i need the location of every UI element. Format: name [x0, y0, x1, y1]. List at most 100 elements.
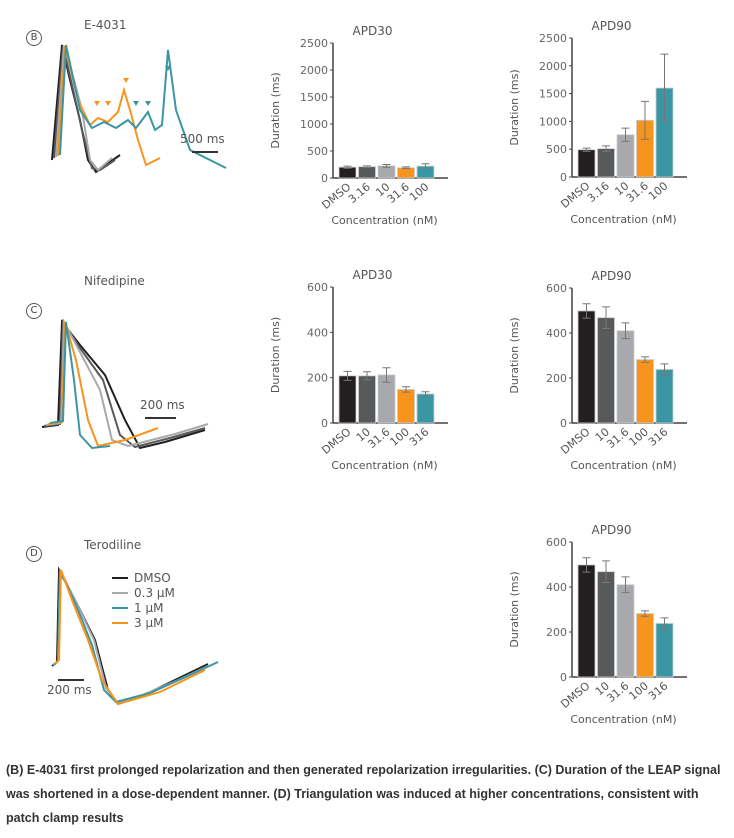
c-apd30-ytick-label: 600	[307, 281, 328, 294]
c-apd30-bar-316	[416, 393, 435, 424]
b-apd90-ytick-label: 1000	[539, 115, 567, 128]
trace-title-nifedipine: Nifedipine	[84, 274, 145, 288]
scale-bar-label-b: 500 ms	[180, 132, 225, 146]
b-apd30-bar-3.16	[358, 166, 376, 179]
trace-title-e4031: E-4031	[84, 18, 127, 32]
b-apd30-errorbar-31.6	[402, 166, 410, 170]
d-apd90-errorbar-100	[641, 610, 649, 617]
c-apd30-ytick-label: 200	[307, 372, 328, 385]
d-apd90-errorbar-316	[660, 617, 669, 630]
b-apd30-xlabel: Concentration (nM)	[331, 214, 437, 227]
d-apd90-ytick-label: 0	[560, 671, 567, 684]
b-apd90-xtick-label: 100	[646, 179, 670, 202]
c-apd90-errorbar-100	[641, 356, 649, 363]
c-apd90-bar-316	[655, 369, 674, 424]
b-apd30-errorbar-3.16	[363, 165, 371, 168]
c-apd90-errorbar-DMSO	[582, 303, 591, 319]
c-apd30-ytick-label: 0	[321, 417, 328, 430]
b-apd90-ytick-label: 0	[560, 171, 567, 184]
d-apd90-ytick-label: 400	[546, 581, 567, 594]
c-apd90-ytick-label: 0	[560, 417, 567, 430]
c-apd30-ylabel: Duration (ms)	[269, 317, 282, 393]
b-apd90-ytick-label: 2500	[539, 32, 567, 45]
b-apd30-errorbar-DMSO	[343, 165, 352, 169]
d-apd90-ytick-label: 200	[546, 626, 567, 639]
b-apd30-ytick-label: 2000	[300, 64, 328, 77]
b-apd90-title: APD90	[592, 19, 632, 33]
c-apd30-errorbar-316	[421, 391, 430, 397]
b-apd90-ytick-label: 500	[546, 143, 567, 156]
b-apd30-ytick-label: 0	[321, 172, 328, 185]
d-apd90-xlabel: Concentration (nM)	[570, 713, 676, 726]
b-apd90-ytick-label: 1500	[539, 88, 567, 101]
b-apd90-bar-DMSO	[577, 149, 596, 178]
d-apd90-ylabel: Duration (ms)	[508, 571, 521, 647]
b-apd30-ytick-label: 1000	[300, 118, 328, 131]
trace-title-terodiline: Terodiline	[84, 538, 142, 552]
c-apd90-bar-10	[597, 317, 615, 424]
c-apd30-errorbar-DMSO	[343, 370, 352, 381]
c-apd90-ytick-label: 400	[546, 327, 567, 340]
c-apd90-ytick-label: 200	[546, 372, 567, 385]
b-apd30-errorbar-10	[382, 164, 391, 168]
c-apd90-xtick-label: 316	[646, 425, 670, 448]
d-apd90-bar-316	[655, 623, 674, 678]
c-apd30-errorbar-100	[402, 386, 410, 393]
c-apd90-bar-100	[636, 359, 654, 424]
legend-label-0.3: 0.3 µM	[134, 586, 175, 600]
b-apd90-errorbar-3.16	[602, 145, 610, 152]
d-apd90-bar-31.6	[616, 584, 635, 678]
c-apd30-xlabel: Concentration (nM)	[331, 459, 437, 472]
trace-c-dmso	[41, 319, 206, 450]
traces-d	[51, 566, 219, 706]
d-apd90-ytick-label: 600	[546, 536, 567, 549]
b-apd30-ylabel: Duration (ms)	[269, 72, 282, 148]
b-apd30-xtick-label: 3.16	[346, 180, 373, 206]
c-apd30-errorbar-31.6	[382, 367, 391, 383]
scale-bar-label-d: 200 ms	[47, 683, 92, 697]
c-apd90-bar-DMSO	[577, 310, 596, 424]
d-apd90-errorbar-10	[602, 560, 610, 583]
b-apd30-errorbar-100	[421, 163, 430, 170]
c-apd30-ytick-label: 400	[307, 326, 328, 339]
traces-b	[51, 44, 227, 174]
b-apd30-bar-DMSO	[338, 166, 357, 179]
c-apd30-title: APD30	[353, 268, 393, 282]
b-apd90-errorbar-100	[660, 53, 669, 123]
figure-caption: (B) E-4031 first prolonged repolarizatio…	[6, 763, 721, 825]
c-apd90-errorbar-316	[660, 363, 669, 376]
panel-label-c: C	[26, 303, 42, 319]
b-apd30-ytick-label: 500	[307, 145, 328, 158]
c-apd90-title: APD90	[592, 269, 632, 283]
c-apd30-bar-DMSO	[338, 375, 357, 424]
c-apd90-errorbar-31.6	[621, 322, 630, 340]
d-apd90-title: APD90	[592, 523, 632, 537]
trace-d-c3	[54, 569, 206, 706]
c-apd90-ylabel: Duration (ms)	[508, 317, 521, 393]
c-apd90-bar-31.6	[616, 330, 635, 424]
c-apd30-errorbar-10	[363, 371, 371, 381]
trace-b-c3	[57, 45, 161, 167]
c-apd30-bar-100	[397, 389, 415, 424]
trace-b-c4	[59, 44, 227, 169]
b-apd30-bar-31.6	[397, 167, 415, 179]
b-apd90-xtick-label: 3.16	[585, 179, 612, 205]
b-apd90-errorbar-10	[621, 127, 630, 142]
b-apd30-title: APD30	[353, 24, 393, 38]
d-apd90-xtick-label: 316	[646, 679, 670, 702]
d-apd90-bar-100	[636, 613, 654, 678]
d-apd90-errorbar-31.6	[621, 576, 630, 594]
b-apd90-ylabel: Duration (ms)	[508, 69, 521, 145]
legend-d	[112, 577, 128, 624]
trace-c-c4	[49, 321, 111, 450]
c-apd30-xtick-label: 316	[407, 425, 431, 448]
b-apd90-xlabel: Concentration (nM)	[570, 213, 676, 226]
legend-label-1: 1 µM	[134, 601, 164, 615]
b-apd90-errorbar-31.6	[641, 100, 649, 140]
scale-bar-label-c: 200 ms	[140, 398, 185, 412]
d-apd90-errorbar-DMSO	[582, 557, 591, 573]
legend-label-3: 3 µM	[134, 616, 164, 630]
traces-c	[41, 318, 209, 450]
b-apd30-xtick-label: 100	[407, 180, 431, 203]
figure-svg: APD30 Concentration (nM) Duration (ms) 0 500…	[41, 19, 687, 726]
